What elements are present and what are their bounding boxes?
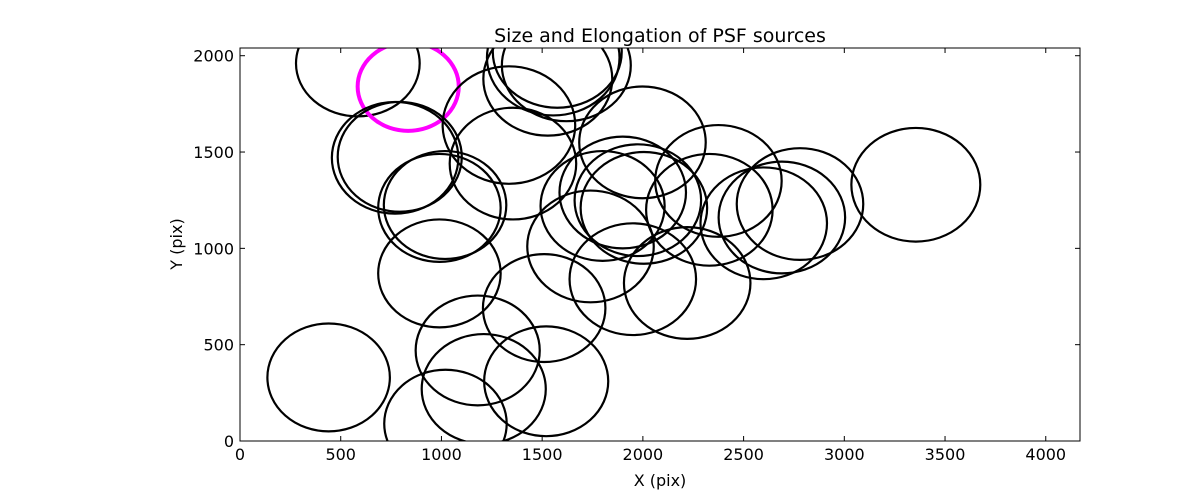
y-axis-label: Y (pix)	[167, 218, 186, 270]
psf-source-ellipse	[573, 143, 703, 258]
axis-ticks: 0 500 1000 1500 2000 2500 3000 3500 4000 0 500 1000…	[193, 47, 1080, 464]
x-tick-label: 3500	[925, 445, 966, 464]
psf-source-ellipse	[481, 253, 607, 364]
plot-frame	[239, 47, 1081, 442]
psf-source-ellipse	[482, 48, 614, 137]
y-tick-label: 1000	[193, 239, 234, 258]
x-tick-label: 2500	[723, 445, 764, 464]
y-tick-label: 500	[203, 336, 234, 355]
psf-source-ellipse	[330, 100, 460, 215]
psf-source-ellipse	[294, 48, 421, 118]
x-tick-label: 4000	[1025, 445, 1066, 464]
x-tick-label: 3000	[824, 445, 865, 464]
psf-source-ellipse	[717, 160, 847, 275]
x-tick-label: 0	[235, 445, 245, 464]
psf-source-ellipse	[420, 332, 547, 441]
psf-source-ellipse	[558, 135, 688, 250]
psf-source-ellipse	[377, 152, 502, 263]
psf-source-ellipse	[699, 166, 829, 281]
psf-source-ellipse	[500, 48, 632, 123]
psf-source-ellipse	[382, 149, 508, 261]
psf-source-ellipse	[441, 65, 577, 185]
x-axis-label: X (pix)	[634, 471, 687, 490]
psf-source-ellipse	[336, 100, 463, 213]
psf-source-ellipse	[266, 322, 391, 433]
psf-source-ellipse	[383, 368, 508, 441]
psf-source-ellipse	[568, 222, 698, 337]
psf-source-ellipse	[526, 189, 655, 304]
psf-source-ellipse	[539, 149, 666, 262]
psf-ellipses	[266, 48, 982, 441]
psf-source-ellipse	[735, 147, 865, 262]
x-tick-label: 1500	[522, 445, 563, 464]
x-tick-label: 2000	[623, 445, 664, 464]
psf-source-ellipse	[414, 294, 541, 407]
psf-source-ellipse	[645, 152, 774, 267]
psf-source-ellipse	[622, 226, 752, 340]
y-tick-label: 0	[224, 432, 234, 451]
y-tick-label: 2000	[193, 47, 234, 66]
x-tick-label: 1000	[421, 445, 462, 464]
psf-source-ellipse	[579, 150, 709, 265]
psf-source-ellipse	[448, 106, 578, 221]
chart-title: Size and Elongation of PSF sources	[494, 25, 826, 47]
psf-source-ellipse	[850, 126, 982, 243]
psf-source-ellipse	[485, 48, 621, 117]
x-tick-label: 500	[325, 445, 356, 464]
y-tick-label: 1500	[193, 143, 234, 162]
psf-source-ellipse	[491, 48, 623, 109]
psf-source-ellipse	[377, 218, 502, 329]
psf-source-ellipse	[578, 85, 707, 200]
